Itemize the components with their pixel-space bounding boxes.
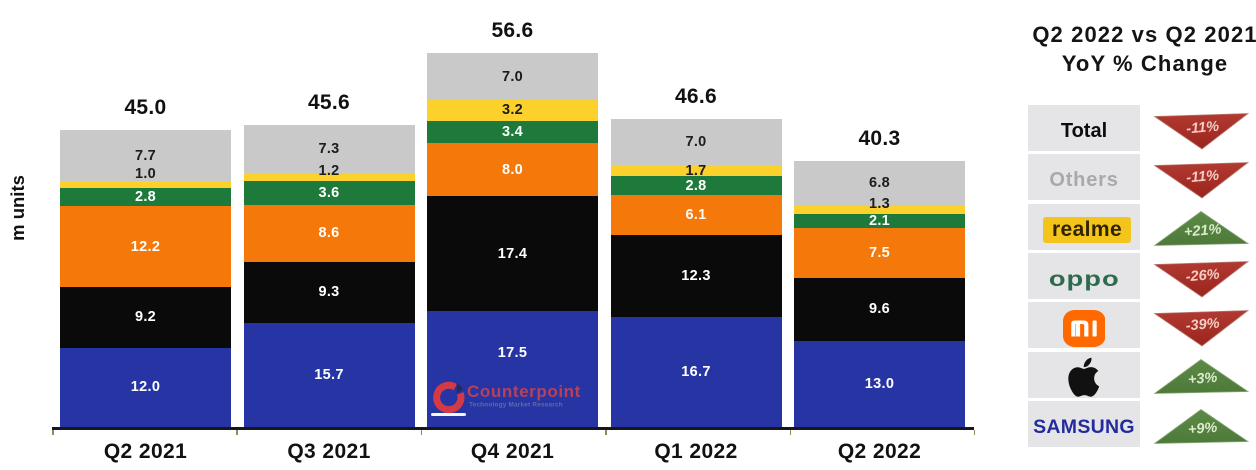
- svg-text:-11%: -11%: [1185, 118, 1219, 137]
- svg-text:+9%: +9%: [1187, 419, 1218, 438]
- svg-text:-39%: -39%: [1185, 315, 1220, 334]
- svg-text:+3%: +3%: [1187, 370, 1218, 389]
- svg-text:+21%: +21%: [1183, 222, 1222, 241]
- svg-text:-11%: -11%: [1185, 167, 1219, 186]
- svg-text:-26%: -26%: [1185, 266, 1220, 285]
